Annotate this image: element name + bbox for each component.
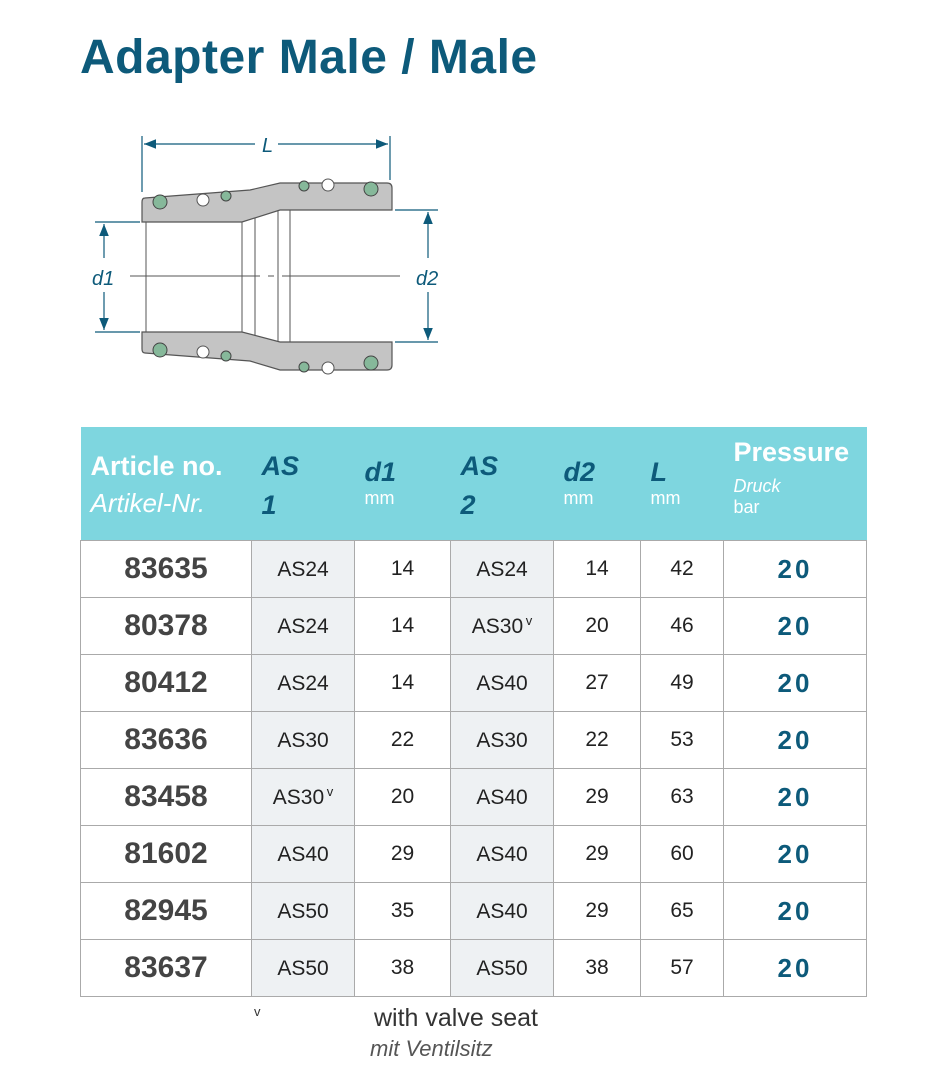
cell-article: 81602 [80,825,252,883]
cell-as1: AS50 [251,939,355,997]
cell-d1: 35 [354,882,451,940]
cell-as2: AS30 [450,711,554,769]
cell-as1: AS30 [251,711,355,769]
valve-seat-mark: v [324,784,334,799]
cell-L: 65 [640,882,724,940]
cell-d1: 29 [354,825,451,883]
cell-as1: AS24 [251,654,355,712]
cell-d2: 27 [553,654,641,712]
cell-d2: 29 [553,768,641,826]
d1-dimension [95,221,140,333]
header-article: Article no. Artikel-Nr. [80,427,252,541]
cell-L: 53 [640,711,724,769]
table-row: 83636 AS30 22 AS30 22 53 20 [80,711,867,769]
L-dimension [141,136,391,192]
cell-as2: AS40 [450,654,554,712]
cell-d1: 14 [354,654,451,712]
cell-pressure: 20 [723,597,867,655]
table-row: 83458 AS30 v 20 AS40 29 63 20 [80,768,867,826]
cell-article: 83458 [80,768,252,826]
cell-d2: 22 [553,711,641,769]
cell-as2: AS50 [450,939,554,997]
cell-article: 83636 [80,711,252,769]
footnote-text-de: mit Ventilsitz [370,1036,493,1061]
cell-d1: 22 [354,711,451,769]
table-row: 80378 AS24 14 AS30 v 20 46 20 [80,597,867,655]
header-d2: d2 mm [553,427,641,541]
cell-d1: 38 [354,939,451,997]
cell-d1: 20 [354,768,451,826]
cell-d2: 38 [553,939,641,997]
cell-article: 82945 [80,882,252,940]
header-as1: AS 1 [251,427,355,541]
cell-pressure: 20 [723,711,867,769]
cell-L: 57 [640,939,724,997]
cell-d1: 14 [354,540,451,598]
article-table: Article no. Artikel-Nr. AS 1 d1 mm AS 2 d2 mm… [80,427,867,997]
cell-as2: AS24 [450,540,554,598]
cell-pressure: 20 [723,825,867,883]
cell-as1: AS24 [251,540,355,598]
adapter-technical-drawing: L d1 d2 [92,135,438,375]
o-ring-icons [152,180,379,373]
cell-d2: 14 [553,540,641,598]
cell-d2: 29 [553,882,641,940]
cell-article: 80412 [80,654,252,712]
cell-pressure: 20 [723,939,867,997]
table-row: 82945 AS50 35 AS40 29 65 20 [80,882,867,940]
table-header: Article no. Artikel-Nr. AS 1 d1 mm AS 2 d2 mm… [80,427,867,541]
cell-d2: 29 [553,825,641,883]
cell-as1: AS30 v [251,768,355,826]
label-L: L [262,135,273,157]
cell-d2: 20 [553,597,641,655]
adapter-body [141,182,393,371]
footnote-mark: v [254,1004,261,1019]
label-d1: d1 [92,268,114,290]
cell-as1: AS40 [251,825,355,883]
cell-pressure: 20 [723,654,867,712]
cell-L: 63 [640,768,724,826]
label-d2: d2 [416,268,438,290]
table-row: 83635 AS24 14 AS24 14 42 20 [80,540,867,598]
cell-article: 80378 [80,597,252,655]
header-pressure: Pressure Druck bar [723,427,867,541]
header-d1: d1 mm [354,427,451,541]
table-row: 80412 AS24 14 AS40 27 49 20 [80,654,867,712]
cell-L: 46 [640,597,724,655]
cell-L: 42 [640,540,724,598]
cell-as1: AS50 [251,882,355,940]
footnote-text-en: with valve seat [374,1004,538,1032]
table-row: 81602 AS40 29 AS40 29 60 20 [80,825,867,883]
header-as2: AS 2 [450,427,554,541]
cell-as1: AS24 [251,597,355,655]
cell-pressure: 20 [723,882,867,940]
table-row: 83637 AS50 38 AS50 38 57 20 [80,939,867,997]
cell-as2: AS30 v [450,597,554,655]
d2-dimension [395,209,438,343]
cell-pressure: 20 [723,768,867,826]
cell-article: 83637 [80,939,252,997]
cell-L: 60 [640,825,724,883]
valve-seat-mark: v [523,613,533,628]
cell-L: 49 [640,654,724,712]
cell-pressure: 20 [723,540,867,598]
cell-as2: AS40 [450,825,554,883]
cell-as2: AS40 [450,882,554,940]
cell-as2: AS40 [450,768,554,826]
page-title: Adapter Male / Male [80,31,538,84]
cell-article: 83635 [80,540,252,598]
cell-d1: 14 [354,597,451,655]
